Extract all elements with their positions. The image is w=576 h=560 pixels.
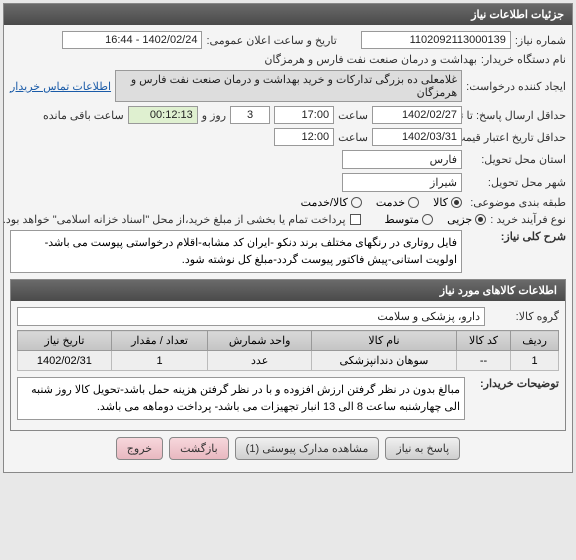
main-panel-header: جزئیات اطلاعات نیاز [4, 4, 572, 25]
td-3: عدد [208, 351, 312, 371]
hour-label-1: ساعت [338, 109, 368, 122]
reply-button[interactable]: پاسخ به نیاز [385, 437, 460, 460]
attachments-button[interactable]: مشاهده مدارک پیوستی (1) [235, 437, 380, 460]
buy-process-option-1-label: متوسط [385, 213, 420, 226]
goods-group-label: گروه کالا: [489, 310, 559, 323]
main-panel-body: شماره نیاز: 1102092113000139 تاریخ و ساع… [4, 25, 572, 472]
exit-button[interactable]: خروج [116, 437, 163, 460]
classify-option-2-label: کالا/خدمت [301, 196, 348, 209]
buyer-notes-label: توضیحات خریدار: [469, 377, 559, 390]
classify-option-1-label: خدمت [376, 196, 405, 209]
th-4: تعداد / مقدار [111, 331, 207, 351]
td-1: -- [456, 351, 510, 371]
general-desc-box: فایل روتاری در رنگهای مختلف برند دنکو -ا… [10, 230, 462, 273]
payment-checkbox-wrap[interactable]: پرداخت تمام یا بخشی از مبلغ خرید،از محل … [3, 213, 361, 226]
td-5: 1402/02/31 [18, 351, 112, 371]
table-header-row: ردیف کد کالا نام کالا واحد شمارش تعداد /… [18, 331, 559, 351]
th-0: ردیف [511, 331, 559, 351]
classify-option-0-label: کالا [433, 196, 448, 209]
days-value: 3 [230, 106, 270, 124]
back-button[interactable]: بازگشت [169, 437, 229, 460]
announce-datetime-field: 1402/02/24 - 16:44 [62, 31, 202, 49]
niaz-number-field: 1102092113000139 [361, 31, 511, 49]
niaz-number-label: شماره نیاز: [515, 34, 566, 47]
buy-process-option-1[interactable]: متوسط [385, 213, 434, 226]
classify-option-0[interactable]: کالا [433, 196, 462, 209]
request-group-label: ایجاد کننده درخواست: [466, 80, 566, 93]
table-row[interactable]: 1 -- سوهان دندانپزشکی عدد 1 1402/02/31 [18, 351, 559, 371]
announce-datetime-label: تاریخ و ساعت اعلان عمومی: [206, 34, 336, 47]
request-group-field: غلامعلی ده بزرگی تدارکات و خرید بهداشت و… [115, 70, 462, 102]
main-panel: جزئیات اطلاعات نیاز شماره نیاز: 11020921… [3, 3, 573, 473]
radio-icon [408, 197, 419, 208]
goods-panel-header: اطلاعات کالاهای مورد نیاز [11, 280, 565, 301]
city-label: شهر محل تحویل: [466, 176, 566, 189]
td-0: 1 [511, 351, 559, 371]
min-deadline-label: حداقل ارسال پاسخ: تا تاریخ: [466, 109, 566, 122]
th-2: نام کالا [312, 331, 457, 351]
buyer-notes-box: مبالغ بدون در نظر گرفتن ارزش افزوده و با… [17, 377, 465, 420]
td-4: 1 [111, 351, 207, 371]
hour-label-2: ساعت [338, 131, 368, 144]
device-name-label: نام دستگاه خریدار: [481, 53, 566, 66]
buy-process-option-0[interactable]: جزیی [447, 213, 486, 226]
city-field: شیراز [342, 173, 462, 192]
td-2: سوهان دندانپزشکی [312, 351, 457, 371]
province-field: فارس [342, 150, 462, 169]
remaining-time: 00:12:13 [128, 106, 198, 124]
radio-icon [351, 197, 362, 208]
th-1: کد کالا [456, 331, 510, 351]
general-desc-label: شرح کلی نیاز: [466, 230, 566, 243]
checkbox-icon [350, 214, 361, 225]
validity-date: 1402/03/31 [372, 128, 462, 146]
goods-panel-body: گروه کالا: دارو، پزشکی و سلامت ردیف کد ک… [11, 301, 565, 430]
classify-option-2[interactable]: کالا/خدمت [301, 196, 362, 209]
classify-radio-group: کالا خدمت کالا/خدمت [301, 196, 462, 209]
province-label: استان محل تحویل: [466, 153, 566, 166]
radio-icon [422, 214, 433, 225]
classify-option-1[interactable]: خدمت [376, 196, 419, 209]
radio-icon [475, 214, 486, 225]
min-deadline-time: 17:00 [274, 106, 334, 124]
days-label: روز و [202, 109, 226, 122]
radio-icon [451, 197, 462, 208]
validity-label: حداقل تاریخ اعتبار قیمت تا تاریخ: [466, 131, 566, 144]
goods-panel: اطلاعات کالاهای مورد نیاز گروه کالا: دار… [10, 279, 566, 431]
contact-link[interactable]: اطلاعات تماس خریدار [10, 80, 111, 93]
th-5: تاریخ نیاز [18, 331, 112, 351]
classify-label: طبقه بندی موضوعی: [466, 196, 566, 209]
button-bar: پاسخ به نیاز مشاهده مدارک پیوستی (1) باز… [10, 431, 566, 466]
payment-checkbox-label: پرداخت تمام یا بخشی از مبلغ خرید،از محل … [3, 213, 346, 226]
device-name-value: بهداشت و درمان صنعت نفت فارس و هرمزگان [264, 53, 477, 66]
buy-process-radio-group: جزیی متوسط [385, 213, 487, 226]
validity-time: 12:00 [274, 128, 334, 146]
goods-group-field: دارو، پزشکی و سلامت [17, 307, 485, 326]
goods-table: ردیف کد کالا نام کالا واحد شمارش تعداد /… [17, 330, 559, 371]
min-deadline-date: 1402/02/27 [372, 106, 462, 124]
buy-process-option-0-label: جزیی [447, 213, 472, 226]
buy-process-label: نوع فرآیند خرید : [490, 213, 566, 226]
remaining-suffix: ساعت باقی مانده [43, 109, 124, 122]
th-3: واحد شمارش [208, 331, 312, 351]
